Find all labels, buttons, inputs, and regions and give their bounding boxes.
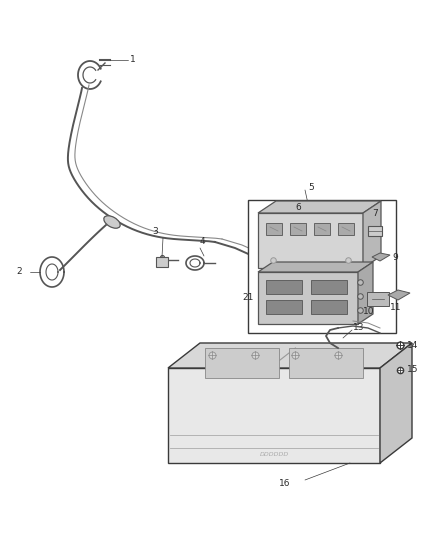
Text: 14: 14 — [407, 341, 418, 350]
Bar — [205, 348, 279, 378]
Text: 10: 10 — [363, 308, 375, 317]
Polygon shape — [380, 343, 412, 463]
Bar — [156, 257, 168, 267]
Bar — [314, 223, 330, 235]
Text: 6: 6 — [295, 204, 301, 213]
Text: 15: 15 — [407, 366, 418, 375]
Bar — [367, 292, 389, 306]
Polygon shape — [258, 201, 381, 213]
Text: 21: 21 — [243, 294, 254, 303]
Bar — [266, 300, 302, 314]
Bar — [248, 200, 396, 333]
Bar — [258, 213, 363, 268]
Text: 11: 11 — [390, 303, 402, 312]
Text: 16: 16 — [279, 480, 291, 489]
Text: 1: 1 — [130, 55, 136, 64]
Bar — [338, 223, 354, 235]
Bar — [368, 226, 382, 236]
Polygon shape — [358, 262, 373, 324]
Polygon shape — [363, 201, 381, 268]
Text: 5: 5 — [308, 183, 314, 192]
Polygon shape — [388, 290, 410, 300]
Polygon shape — [168, 343, 412, 368]
Bar — [289, 348, 363, 378]
Text: 7: 7 — [372, 208, 378, 217]
Bar — [168, 368, 380, 463]
Bar — [266, 223, 282, 235]
Text: 3: 3 — [152, 228, 158, 237]
Polygon shape — [258, 262, 373, 272]
Text: 4: 4 — [200, 238, 205, 246]
Bar — [266, 280, 302, 294]
Bar — [311, 300, 347, 314]
Text: 13: 13 — [353, 322, 364, 332]
Bar — [290, 223, 306, 235]
Text: DDDDDD: DDDDDD — [259, 453, 289, 457]
Ellipse shape — [104, 216, 120, 228]
Text: 9: 9 — [392, 253, 398, 262]
Bar — [258, 272, 358, 324]
Text: 2: 2 — [16, 268, 22, 277]
Polygon shape — [372, 253, 390, 261]
Bar — [311, 280, 347, 294]
